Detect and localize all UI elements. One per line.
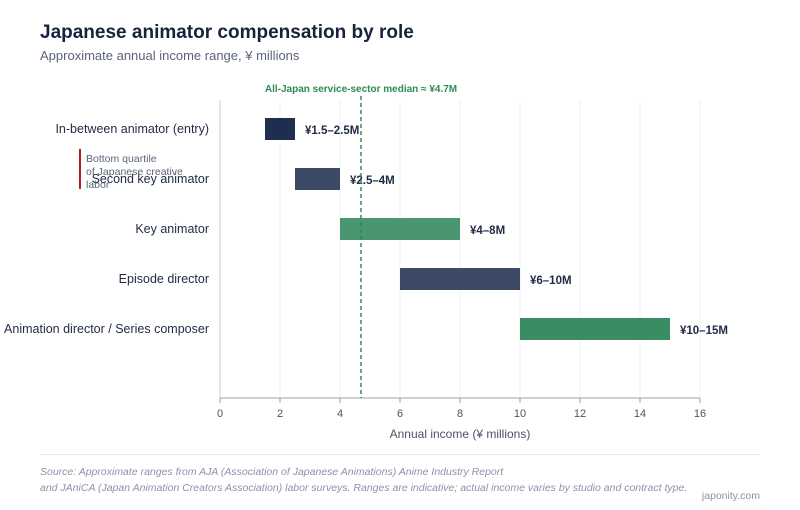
brand-credit: japonity.com <box>701 490 760 502</box>
annotation-text: labor <box>86 179 110 191</box>
category-label: Episode director <box>119 272 209 286</box>
x-axis-title: Annual income (¥ millions) <box>390 427 531 441</box>
x-tick-label: 0 <box>217 408 223 420</box>
category-label: Key animator <box>135 222 209 236</box>
range-bar <box>340 218 460 240</box>
x-tick-label: 16 <box>694 408 706 420</box>
x-tick-label: 8 <box>457 408 463 420</box>
range-bar <box>265 118 295 140</box>
value-label: ¥1.5–2.5M <box>305 125 359 137</box>
chart-title: Japanese animator compensation by role <box>40 22 414 43</box>
source-note: Source: Approximate ranges from AJA (Ass… <box>40 464 730 496</box>
x-tick-label: 2 <box>277 408 283 420</box>
range-bar-chart: In-between animator (entry) ¥1.5–2.5M Seco… <box>4 84 728 441</box>
annotation-text: Bottom quartile <box>86 153 157 165</box>
source-line-2: and JAniCA (Japan Animation Creators Ass… <box>40 482 688 494</box>
x-tick-label: 4 <box>337 408 343 420</box>
x-tick-label: 12 <box>574 408 586 420</box>
annotation-text: of Japanese creative <box>86 166 183 178</box>
category-label: Second key animator <box>92 172 209 186</box>
value-label: ¥10–15M <box>680 325 728 337</box>
x-tick-label: 14 <box>634 408 646 420</box>
x-tick-label: 6 <box>397 408 403 420</box>
value-label: ¥4–8M <box>470 225 505 237</box>
range-bar <box>295 168 340 190</box>
value-label: ¥2.5–4M <box>350 175 395 187</box>
range-bar <box>400 268 520 290</box>
range-bar <box>520 318 670 340</box>
category-label: In-between animator (entry) <box>55 122 209 136</box>
value-label: ¥6–10M <box>530 275 572 287</box>
source-line-1: Source: Approximate ranges from AJA (Ass… <box>40 466 504 478</box>
category-label: Animation director / Series composer <box>4 322 209 336</box>
footer-divider <box>40 454 760 455</box>
median-reference-label: All-Japan service-sector median ≈ ¥4.7M <box>265 84 457 95</box>
x-tick-label: 10 <box>514 408 526 420</box>
chart-subtitle: Approximate annual income range, ¥ milli… <box>40 48 300 63</box>
